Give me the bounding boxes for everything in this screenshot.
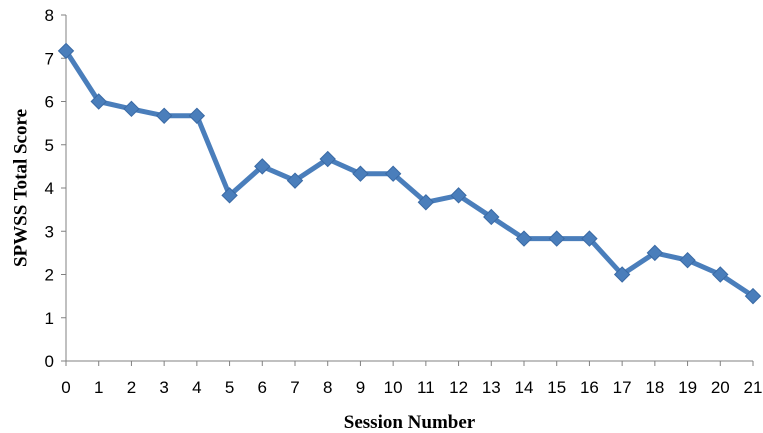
x-tick-label: 9 [356, 378, 365, 397]
data-point-marker [646, 244, 664, 262]
series-layer [57, 42, 762, 305]
data-point-marker [712, 266, 729, 283]
data-point-marker [123, 100, 140, 118]
y-tick-label: 0 [45, 352, 54, 371]
x-tick-label: 6 [258, 378, 267, 397]
axes [61, 14, 754, 366]
x-tick-label: 17 [613, 378, 632, 397]
data-point-marker [515, 230, 533, 247]
data-point-marker [679, 252, 696, 269]
y-tick-label: 3 [45, 222, 54, 241]
y-tick-label: 5 [45, 136, 54, 155]
data-point-marker [90, 93, 107, 110]
x-tick-label: 10 [384, 378, 403, 397]
data-point-marker [483, 208, 500, 226]
data-point-marker [221, 187, 238, 204]
x-tick-label: 8 [323, 378, 332, 397]
x-tick-label: 14 [515, 378, 534, 397]
x-tick-label: 11 [417, 378, 435, 397]
data-point-marker [352, 165, 369, 182]
data-point-marker [155, 107, 173, 124]
y-tick-label: 6 [45, 93, 54, 112]
data-point-marker [450, 187, 467, 204]
data-point-marker [286, 172, 304, 189]
data-point-marker [319, 150, 336, 168]
x-tick-label: 7 [290, 378, 299, 397]
data-point-marker [548, 230, 565, 247]
x-tick-label: 5 [225, 378, 234, 397]
x-tick-label: 4 [192, 378, 201, 397]
data-point-marker [744, 287, 762, 305]
x-tick-label: 12 [449, 378, 468, 397]
y-tick-label: 7 [45, 49, 54, 68]
data-point-marker [188, 107, 206, 124]
x-tick-label: 20 [711, 378, 730, 397]
data-point-marker [384, 165, 402, 182]
data-point-marker [613, 266, 631, 283]
y-tick-label: 8 [45, 6, 54, 25]
x-tick-label: 3 [159, 378, 168, 397]
y-tick-label: 2 [45, 266, 54, 285]
x-axis-title: Session Number [344, 412, 476, 433]
data-point-marker [254, 158, 271, 175]
y-tick-label: 1 [45, 309, 54, 328]
x-tick-label: 2 [127, 378, 136, 397]
x-tick-label: 1 [94, 378, 103, 397]
data-point-marker [57, 42, 75, 60]
data-point-marker [417, 194, 435, 211]
x-tick-label: 15 [547, 378, 566, 397]
y-tick-label: 4 [45, 179, 54, 198]
series-line [63, 48, 756, 299]
y-axis-title: SPWSS Total Score [11, 109, 32, 267]
x-tick-label: 21 [744, 378, 763, 397]
x-tick-label: 16 [580, 378, 599, 397]
data-point-marker [581, 230, 598, 247]
x-tick-label: 13 [482, 378, 501, 397]
x-tick-label: 0 [61, 378, 70, 397]
x-tick-label: 19 [678, 378, 697, 397]
x-tick-label: 18 [645, 378, 664, 397]
